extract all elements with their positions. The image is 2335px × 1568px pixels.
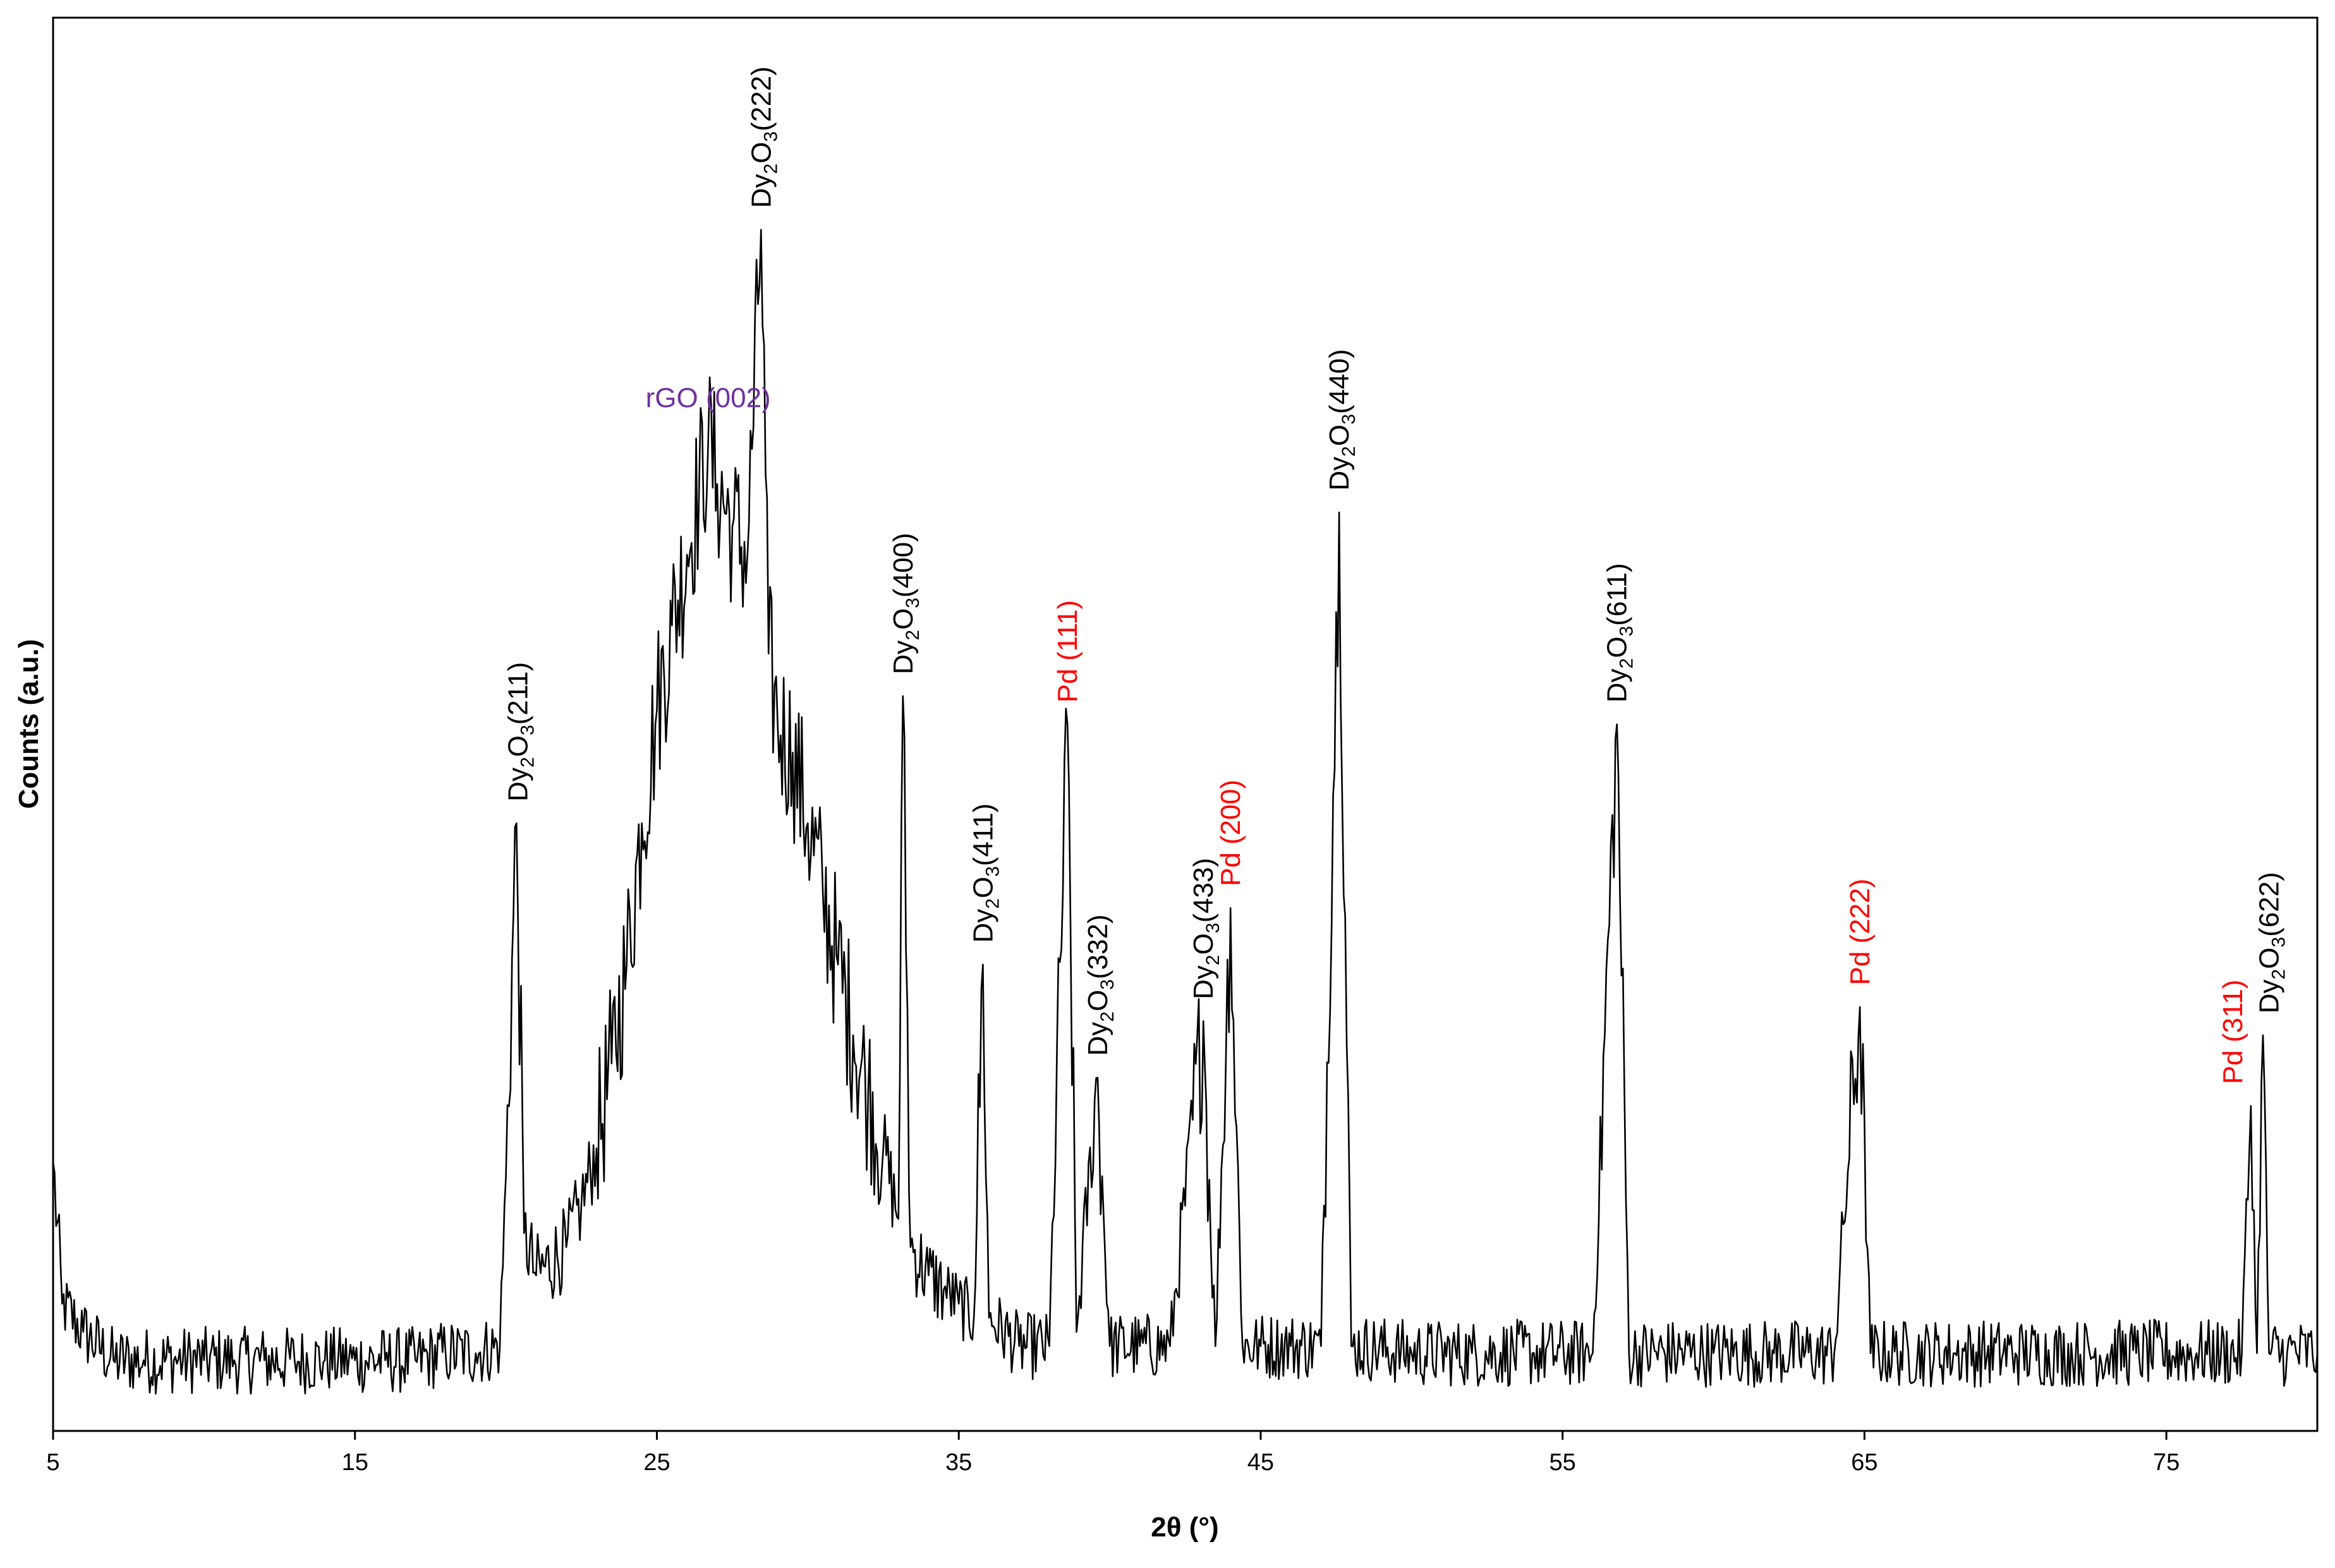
peak-label-text: Dy	[1602, 668, 1633, 703]
peak-label-text: O	[503, 735, 534, 757]
peak-label-text: O	[746, 142, 777, 163]
peak-label-text: (622)	[2254, 872, 2285, 937]
peak-label-text: Dy	[888, 641, 919, 675]
peak-label-pd: Pd (111)	[1052, 600, 1083, 703]
peak-label-subscript: 2	[1097, 1011, 1118, 1022]
peak-label-pd: Pd (222)	[1845, 879, 1876, 986]
peak-label-subscript: 2	[1203, 955, 1223, 965]
x-tick-label: 35	[945, 1449, 972, 1476]
peak-label-text: (411)	[967, 804, 998, 866]
peak-label-subscript: 3	[760, 131, 781, 142]
x-tick-label: 65	[1851, 1449, 1877, 1476]
peak-label-subscript: 3	[982, 866, 1003, 877]
xrd-series-line	[52, 229, 2319, 1395]
peak-label-subscript: 3	[2269, 937, 2290, 948]
peak-label-subscript: 2	[902, 630, 923, 641]
peak-label-subscript: 3	[1097, 979, 1118, 990]
peak-label-text: O	[1324, 425, 1355, 446]
peak-label-dy2o3: Dy2O3(433)	[1188, 858, 1223, 999]
peak-label-text: O	[1188, 933, 1219, 955]
peak-label-text: Pd (222)	[1845, 879, 1876, 986]
x-tick-label: 25	[643, 1449, 670, 1476]
peak-label-text: (222)	[746, 66, 777, 131]
peak-label-text: Pd (200)	[1215, 780, 1246, 886]
peak-label-subscript: 2	[1616, 658, 1637, 669]
peak-label-subscript: 3	[1338, 414, 1359, 425]
plot-area-frame	[52, 16, 2319, 1432]
peak-label-text: (211)	[503, 662, 534, 725]
peak-label-dy2o3: Dy2O3(622)	[2254, 872, 2290, 1013]
peak-label-subscript: 3	[1616, 626, 1637, 637]
peak-label-dy2o3: Dy2O3(222)	[746, 66, 781, 208]
x-tick-label: 5	[46, 1449, 59, 1476]
x-tick-label: 15	[342, 1449, 368, 1476]
x-tick-label: 75	[2153, 1449, 2180, 1476]
peak-label-text: (400)	[888, 533, 919, 598]
peak-label-text: O	[967, 877, 998, 898]
peak-label-dy2o3: Dy2O3(332)	[1083, 914, 1118, 1056]
peak-label-text: Pd (311)	[2217, 980, 2248, 1085]
peak-label-subscript: 2	[760, 164, 781, 174]
peak-label-pd: Pd (311)	[2217, 980, 2248, 1085]
y-axis-title: Counts (a.u.)	[13, 639, 44, 809]
peak-label-text: O	[2254, 948, 2285, 969]
peak-label-text: (433)	[1188, 858, 1219, 923]
peak-label-text: Dy	[1188, 965, 1219, 999]
series-layer	[52, 229, 2319, 1395]
peak-label-dy2o3: Dy2O3(411)	[967, 804, 1003, 943]
peak-label-text: (440)	[1324, 349, 1355, 414]
peak-label-pd: Pd (200)	[1215, 780, 1246, 886]
x-tick-label: 45	[1247, 1449, 1274, 1476]
peak-label-text: Dy	[2254, 980, 2285, 1014]
peak-label-dy2o3: Dy2O3(211)	[503, 662, 538, 802]
peak-label-text: rGO (002)	[646, 383, 771, 414]
peak-label-text: Dy	[746, 174, 777, 208]
peak-label-text: O	[1602, 636, 1633, 658]
peak-label-text: (611)	[1602, 563, 1633, 625]
peak-label-subscript: 2	[1338, 446, 1359, 457]
peak-label-subscript: 3	[1203, 923, 1223, 934]
x-axis-ticks: 5 15 25 35 45 55 65 75	[46, 1431, 2180, 1476]
x-tick-label: 55	[1550, 1449, 1576, 1476]
peak-label-subscript: 2	[2269, 969, 2290, 980]
peak-label-rgo: rGO (002)	[646, 383, 771, 414]
peak-label-text: O	[888, 608, 919, 630]
peak-label-text: Dy	[967, 909, 998, 943]
x-axis-title: 2θ (°)	[1151, 1512, 1218, 1543]
peak-label-text: Dy	[1324, 457, 1355, 491]
peak-label-dy2o3: Dy2O3(400)	[888, 533, 923, 674]
peak-label-dy2o3: Dy2O3(611)	[1602, 563, 1637, 703]
peak-label-text: Dy	[1083, 1022, 1113, 1056]
peak-label-text: O	[1083, 990, 1113, 1011]
peak-label-dy2o3: Dy2O3(440)	[1324, 349, 1359, 490]
peak-label-text: (332)	[1083, 914, 1113, 979]
peak-label-subscript: 3	[518, 725, 538, 735]
peak-label-subscript: 3	[902, 598, 923, 608]
peak-annotations: Dy2O3(211)rGO (002)Dy2O3(222)Dy2O3(400)D…	[503, 66, 2290, 1084]
peak-label-text: Pd (111)	[1052, 600, 1083, 703]
peak-label-subscript: 2	[518, 757, 538, 768]
peak-label-text: Dy	[503, 768, 534, 802]
peak-label-subscript: 2	[982, 898, 1003, 909]
